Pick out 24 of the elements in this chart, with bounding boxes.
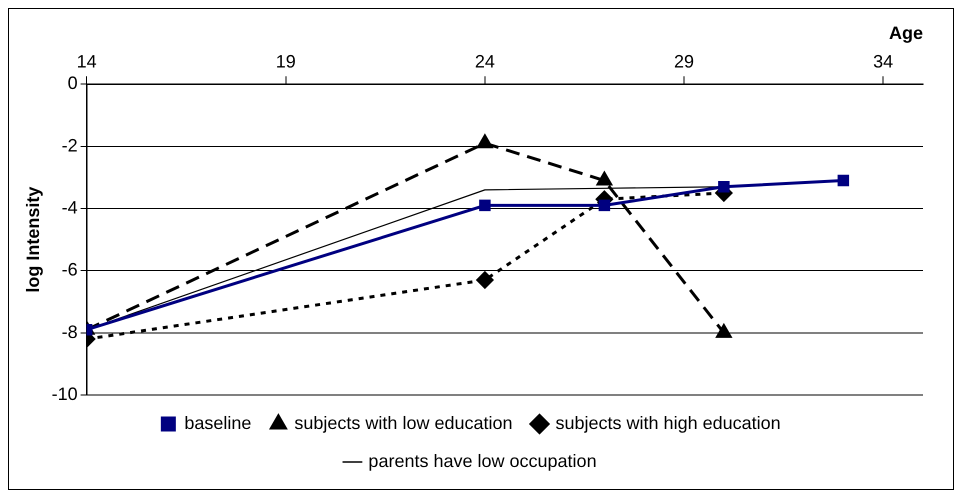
point bbox=[477, 134, 492, 148]
x-tick-label: 14 bbox=[76, 51, 97, 72]
x-tick-label: 29 bbox=[674, 51, 694, 72]
y-tick-label: -2 bbox=[62, 135, 78, 156]
point bbox=[596, 172, 612, 186]
point bbox=[838, 174, 850, 186]
x-axis-title: Age bbox=[888, 22, 923, 43]
point bbox=[476, 272, 494, 289]
y-axis-title: log Intensity bbox=[22, 186, 43, 293]
y-tick-label: -8 bbox=[62, 322, 78, 342]
x-tick-label: 34 bbox=[873, 51, 894, 72]
y-tick-label: 0 bbox=[68, 73, 78, 94]
point bbox=[718, 181, 730, 193]
legend-label: parents have low occupation bbox=[368, 450, 597, 471]
legend-label: subjects with low education bbox=[294, 412, 513, 433]
x-tick-label: 24 bbox=[474, 51, 495, 72]
point bbox=[479, 200, 491, 212]
x-tick-label: 19 bbox=[276, 51, 296, 72]
legend-label: baseline bbox=[184, 412, 252, 433]
point bbox=[598, 200, 610, 212]
legend-label: subjects with high education bbox=[556, 412, 781, 433]
y-tick-label: -4 bbox=[62, 197, 78, 218]
y-tick-label: -10 bbox=[52, 384, 78, 404]
y-tick-label: -6 bbox=[62, 260, 78, 280]
